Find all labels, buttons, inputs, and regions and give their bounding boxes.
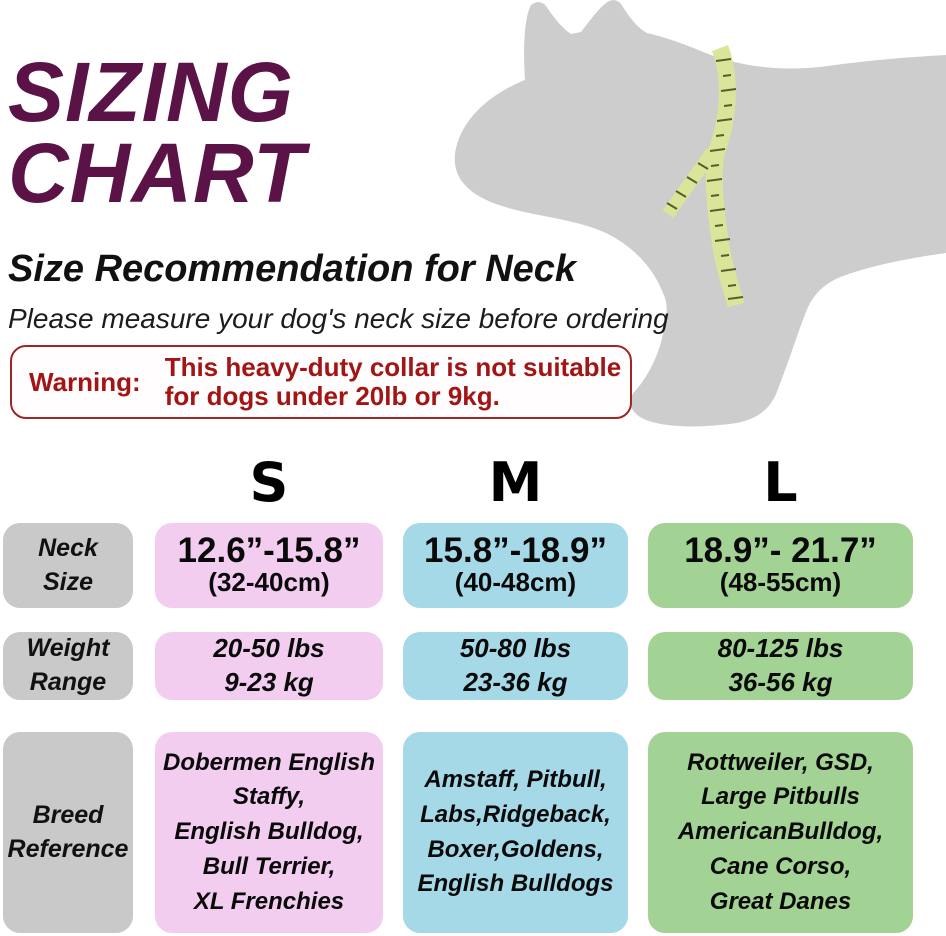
neck-size-l-cm: (48-55cm)	[719, 567, 842, 598]
row-label-weight-range: Weight Range	[3, 632, 133, 700]
subtitle: Size Recommendation for Neck	[8, 248, 577, 290]
neck-size-l-value: 18.9”- 21.7”	[684, 530, 877, 570]
size-letter-m: M	[488, 450, 543, 514]
row-label-neck-size: Neck Size	[3, 523, 133, 608]
breed-reference-l: Rottweiler, GSD, Large Pitbulls American…	[677, 748, 884, 915]
weight-range-s: 20-50 lbs 9-23 kg	[213, 633, 325, 697]
cell-neck-size-m: 15.8”-18.9” (40-48cm)	[403, 523, 628, 608]
weight-range-m: 50-80 lbs 23-36 kg	[459, 633, 572, 697]
dog-silhouette-icon	[454, 0, 946, 427]
tape-tick-marks	[666, 58, 744, 300]
warning-message: This heavy-duty collar is not suitable f…	[164, 351, 622, 411]
neck-size-s-value: 12.6”-15.8”	[177, 530, 361, 570]
neck-size-m-cm: (40-48cm)	[454, 567, 577, 598]
warning-box: Warning: This heavy-duty collar is not s…	[10, 345, 632, 419]
page-title: SIZING CHART	[8, 45, 306, 221]
cell-neck-size-s: 12.6”-15.8” (32-40cm)	[155, 523, 383, 608]
weight-range-l: 80-125 lbs 36-56 kg	[717, 633, 844, 697]
row-label-breed-reference: Breed Reference	[3, 732, 133, 933]
size-letter-s: S	[249, 450, 289, 514]
dog-body-shape	[454, 0, 946, 427]
breed-reference-s: Dobermen English Staffy, English Bulldog…	[162, 748, 376, 915]
measure-note: Please measure your dog's neck size befo…	[8, 303, 669, 334]
neck-size-s-cm: (32-40cm)	[208, 567, 330, 598]
warning-label: Warning:	[29, 366, 141, 397]
cell-neck-size-l: 18.9”- 21.7” (48-55cm)	[648, 523, 913, 608]
measuring-tape-icon	[662, 45, 745, 308]
size-letter-l: L	[763, 450, 798, 514]
breed-reference-m: Amstaff, Pitbull, Labs,Ridgeback, Boxer,…	[417, 765, 614, 898]
neck-size-m-value: 15.8”-18.9”	[424, 530, 607, 570]
